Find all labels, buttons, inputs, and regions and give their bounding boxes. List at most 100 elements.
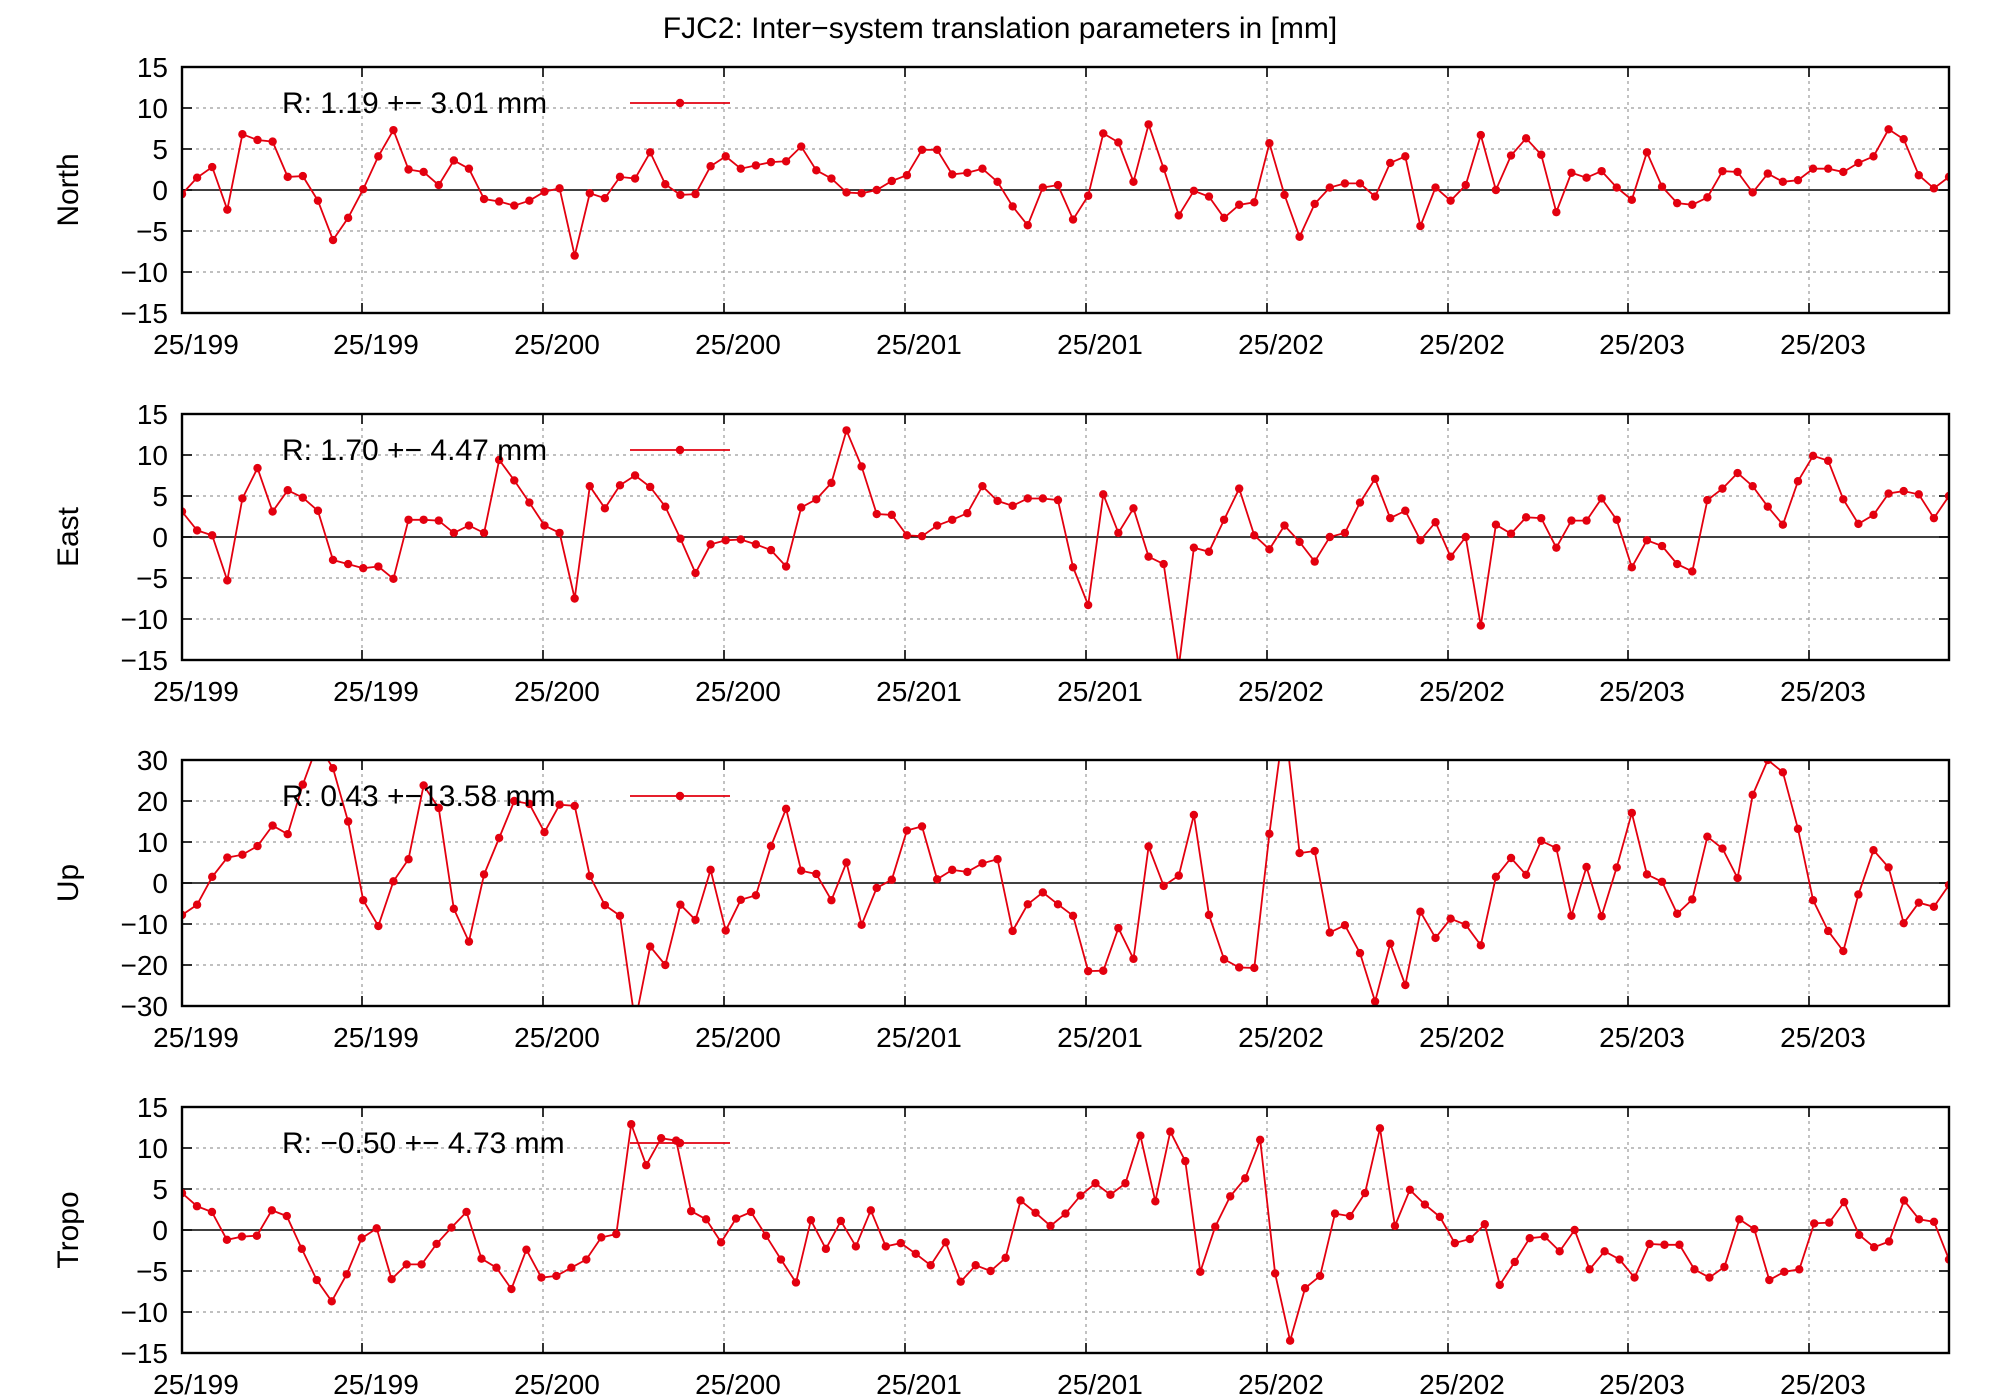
data-point bbox=[1642, 536, 1652, 545]
data-point bbox=[736, 535, 745, 544]
data-point bbox=[1174, 211, 1183, 220]
data-point bbox=[434, 516, 443, 525]
data-point bbox=[917, 822, 927, 831]
data-point bbox=[836, 1216, 846, 1226]
data-point bbox=[1121, 1179, 1130, 1188]
data-point bbox=[1226, 1192, 1235, 1201]
legend-text: R: 0.43 +−13.58 mm bbox=[282, 780, 556, 813]
data-point bbox=[1718, 844, 1727, 853]
x-tick-label: 25/202 bbox=[1238, 1022, 1324, 1053]
legend-text: R: 1.70 +− 4.47 mm bbox=[282, 434, 547, 467]
data-point bbox=[314, 739, 322, 747]
data-point bbox=[1823, 926, 1833, 936]
data-point bbox=[751, 161, 761, 170]
data-point bbox=[1703, 193, 1712, 202]
data-point bbox=[706, 162, 715, 171]
x-tick-label: 25/201 bbox=[1057, 676, 1143, 707]
data-point bbox=[963, 168, 972, 177]
data-point bbox=[389, 877, 398, 886]
data-point bbox=[887, 510, 897, 520]
data-point bbox=[701, 1215, 711, 1224]
data-point bbox=[851, 1242, 861, 1251]
y-tick-label: −15 bbox=[121, 645, 169, 676]
data-point bbox=[417, 1260, 426, 1269]
data-point bbox=[716, 1238, 726, 1247]
y-tick-label: 0 bbox=[152, 1215, 168, 1246]
data-point bbox=[1114, 138, 1123, 147]
data-point bbox=[1480, 1220, 1489, 1229]
data-point bbox=[328, 235, 338, 245]
data-point bbox=[978, 481, 987, 491]
data-point bbox=[1340, 179, 1350, 188]
data-point bbox=[1763, 169, 1772, 178]
data-point bbox=[1597, 494, 1606, 503]
data-point bbox=[1525, 1234, 1534, 1243]
data-point bbox=[821, 1244, 831, 1254]
data-point bbox=[494, 455, 504, 465]
data-point bbox=[1839, 495, 1848, 504]
data-point bbox=[1810, 1219, 1819, 1228]
data-point bbox=[1189, 186, 1199, 196]
data-point bbox=[902, 531, 912, 540]
data-point bbox=[1431, 183, 1440, 192]
data-point bbox=[537, 1273, 546, 1282]
data-point bbox=[297, 1244, 306, 1254]
data-point bbox=[1106, 1190, 1115, 1199]
y-tick-label: −10 bbox=[121, 257, 169, 288]
data-point bbox=[645, 942, 655, 951]
x-tick-label: 25/201 bbox=[1057, 1369, 1143, 1400]
data-point bbox=[1884, 489, 1893, 498]
data-point bbox=[1240, 1174, 1250, 1183]
data-point bbox=[1250, 531, 1259, 540]
data-point bbox=[208, 872, 217, 882]
y-tick-label: −5 bbox=[136, 216, 168, 247]
y-tick-label: 10 bbox=[137, 93, 168, 124]
data-point bbox=[993, 855, 1002, 864]
data-point bbox=[359, 563, 368, 573]
data-point bbox=[404, 165, 413, 174]
x-tick-label: 25/201 bbox=[876, 1022, 962, 1053]
data-point bbox=[1196, 1267, 1205, 1277]
data-point bbox=[1053, 900, 1063, 909]
y-tick-label: −10 bbox=[121, 1297, 169, 1328]
data-point bbox=[1537, 150, 1546, 159]
data-point bbox=[1315, 1271, 1325, 1281]
x-tick-label: 25/199 bbox=[153, 1022, 239, 1053]
x-tick-label: 25/199 bbox=[333, 676, 419, 707]
data-point bbox=[1854, 1230, 1864, 1240]
data-point bbox=[645, 148, 655, 157]
legend-text: R: −0.50 +− 4.73 mm bbox=[282, 1127, 565, 1160]
data-point bbox=[600, 900, 610, 910]
x-tick-label: 25/199 bbox=[153, 676, 239, 707]
data-point bbox=[1675, 1240, 1684, 1249]
data-point bbox=[238, 850, 247, 859]
data-point bbox=[993, 177, 1002, 186]
data-point bbox=[1386, 158, 1395, 168]
data-point bbox=[585, 481, 594, 491]
x-tick-label: 25/203 bbox=[1599, 329, 1685, 360]
data-point bbox=[372, 1224, 381, 1233]
data-point bbox=[555, 528, 564, 538]
data-point bbox=[1733, 167, 1742, 177]
data-point bbox=[761, 1231, 771, 1240]
x-tick-label: 25/201 bbox=[1057, 1022, 1143, 1053]
data-point bbox=[283, 830, 292, 839]
data-point bbox=[1355, 179, 1365, 188]
data-point bbox=[1491, 185, 1501, 195]
data-point bbox=[1750, 1224, 1759, 1234]
plot-frame bbox=[180, 758, 1951, 1008]
data-point bbox=[642, 1161, 651, 1170]
x-tick-label: 25/203 bbox=[1780, 1022, 1866, 1053]
data-point bbox=[1597, 912, 1606, 921]
data-point bbox=[963, 867, 972, 877]
data-point bbox=[1582, 862, 1591, 872]
data-point bbox=[1688, 567, 1697, 576]
data-point bbox=[986, 1266, 995, 1276]
data-point bbox=[1899, 1196, 1909, 1205]
data-point bbox=[1929, 902, 1939, 911]
data-point bbox=[776, 1255, 786, 1264]
data-point bbox=[1672, 909, 1682, 918]
data-point bbox=[1355, 948, 1365, 958]
data-point bbox=[1053, 495, 1063, 505]
